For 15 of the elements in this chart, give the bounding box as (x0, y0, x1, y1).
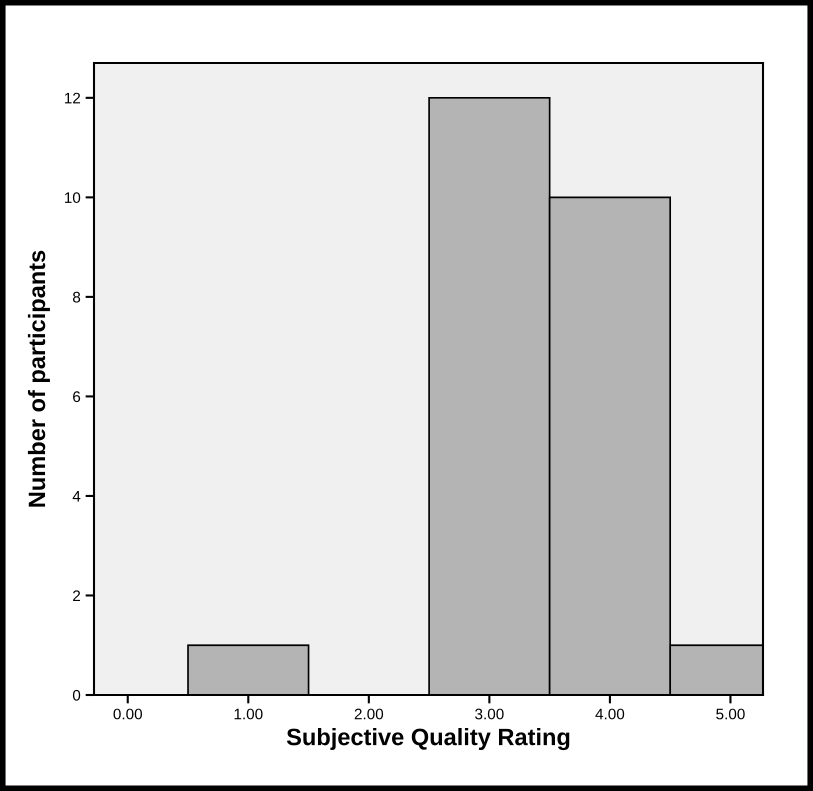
y-tick-label: 0 (72, 690, 80, 701)
y-tick-label: 4 (72, 490, 80, 502)
y-tick-label: 6 (73, 391, 80, 402)
x-tick-label: 2.00 (354, 708, 384, 720)
y-tick-label: 10 (64, 192, 80, 204)
x-tick-label: 3.00 (475, 708, 504, 720)
y-tick-label: 8 (72, 292, 80, 303)
y-tick-label: 2 (73, 590, 80, 602)
x-tick-label: 1.00 (234, 708, 263, 720)
x-axis-title: Subjective Quality Rating (286, 728, 570, 750)
x-tick-label: 5.00 (716, 708, 745, 720)
x-tick-label: 4.00 (595, 708, 624, 720)
x-tick-label: 0.00 (113, 708, 142, 720)
y-axis-title: Number of participants (28, 250, 50, 507)
y-tick-label: 12 (64, 92, 80, 104)
